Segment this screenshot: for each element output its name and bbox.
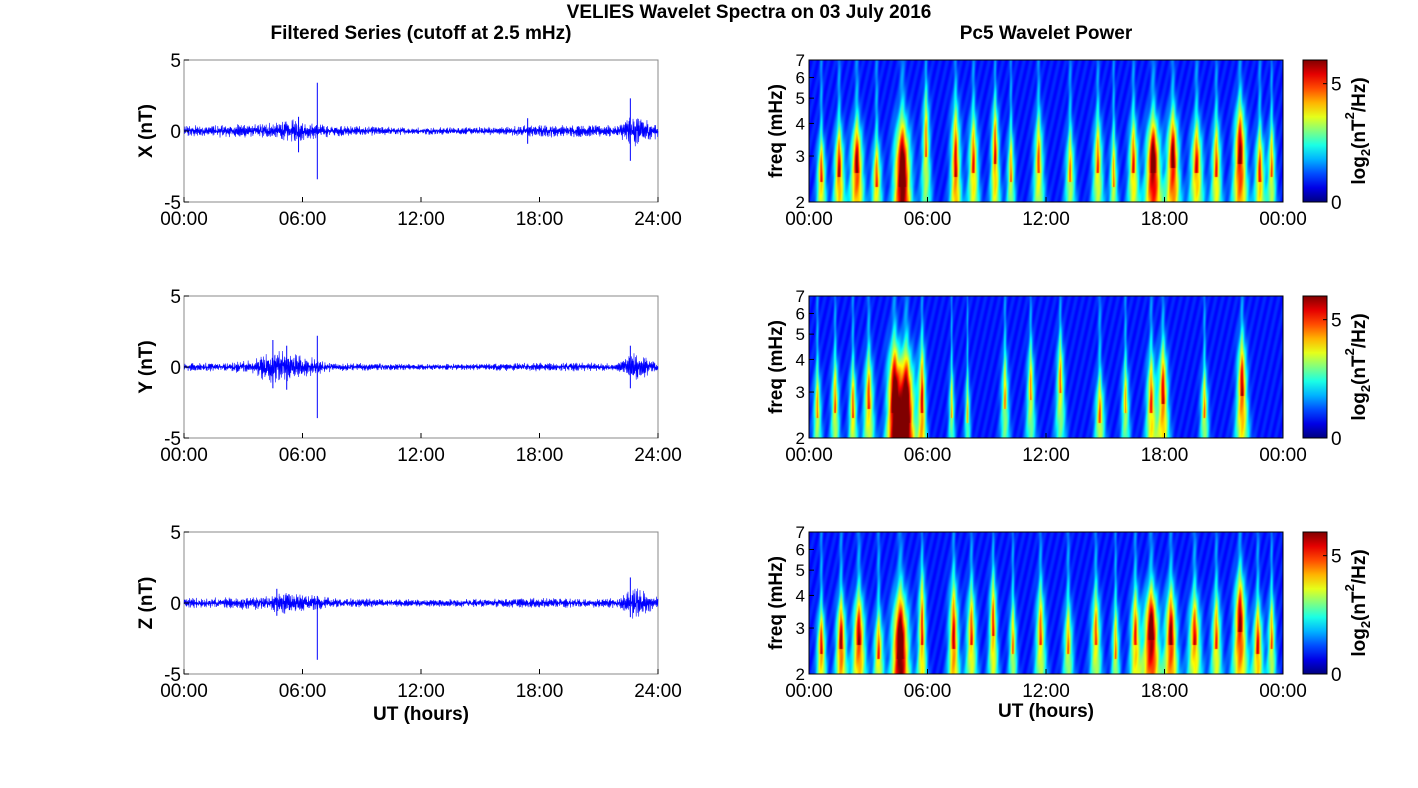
y-series-ytick-label: 5 bbox=[170, 287, 181, 308]
y-wavelet-colorbar bbox=[1302, 295, 1328, 439]
x-wavelet-ytick-label: 3 bbox=[796, 147, 805, 166]
y-series-xtick-label: 18:00 bbox=[516, 445, 564, 466]
y-wavelet-ylabel: freq (mHz) bbox=[766, 320, 787, 414]
z-wavelet-colorbar-tick-label: 5 bbox=[1331, 547, 1342, 568]
z-wavelet-xtick-label: 00:00 bbox=[1259, 681, 1307, 702]
y-wavelet-heatmap bbox=[809, 296, 1283, 438]
x-wavelet-xtick-label: 00:00 bbox=[785, 209, 833, 230]
x-wavelet-ytick-label: 5 bbox=[796, 89, 805, 108]
z-series-xtick-label: 24:00 bbox=[634, 681, 682, 702]
right-column-title: Pc5 Wavelet Power bbox=[960, 23, 1133, 44]
y-wavelet-ytick-label: 5 bbox=[796, 325, 805, 344]
z-series-ylabel: Z (nT) bbox=[136, 577, 157, 630]
x-wavelet-xtick-label: 18:00 bbox=[1141, 209, 1189, 230]
x-series-xtick-label: 06:00 bbox=[279, 209, 327, 230]
y-series-ytick-label: -5 bbox=[164, 429, 181, 450]
y-series-xtick-label: 06:00 bbox=[279, 445, 327, 466]
z-wavelet-ytick-label: 2 bbox=[796, 665, 805, 684]
z-series-xtick-label: 18:00 bbox=[516, 681, 564, 702]
x-wavelet-xtick-label: 00:00 bbox=[1259, 209, 1307, 230]
y-series-xtick-label: 24:00 bbox=[634, 445, 682, 466]
figure-title: VELIES Wavelet Spectra on 03 July 2016 bbox=[567, 2, 932, 23]
x-series-xtick-label: 00:00 bbox=[160, 209, 208, 230]
z-series-xtick-label: 12:00 bbox=[397, 681, 445, 702]
y-wavelet-ytick-label: 7 bbox=[796, 287, 805, 306]
y-wavelet-xtick-label: 06:00 bbox=[904, 445, 952, 466]
x-series-ytick-label: -5 bbox=[164, 193, 181, 214]
x-wavelet-xtick-label: 12:00 bbox=[1022, 209, 1070, 230]
z-series-ytick-label: 0 bbox=[170, 594, 181, 615]
z-wavelet-ytick-label: 6 bbox=[796, 540, 805, 559]
z-series-xtick-label: 06:00 bbox=[279, 681, 327, 702]
y-series-xtick-label: 00:00 bbox=[160, 445, 208, 466]
z-wavelet-xlabel: UT (hours) bbox=[998, 701, 1094, 722]
y-wavelet-colorbar-tick-label: 5 bbox=[1331, 311, 1342, 332]
x-series-ylabel: X (nT) bbox=[136, 104, 157, 158]
z-wavelet-colorbar-tick-label: 0 bbox=[1331, 665, 1342, 686]
z-series-ytick-label: 5 bbox=[170, 523, 181, 544]
x-series-xtick-label: 18:00 bbox=[516, 209, 564, 230]
z-wavelet-ytick-label: 7 bbox=[796, 523, 805, 542]
y-series-line bbox=[183, 351, 659, 384]
x-wavelet-colorbar bbox=[1302, 59, 1328, 203]
y-wavelet-ytick-label: 3 bbox=[796, 383, 805, 402]
x-wavelet-ylabel: freq (mHz) bbox=[766, 84, 787, 178]
x-series-xtick-label: 24:00 bbox=[634, 209, 682, 230]
y-wavelet-colorbar-tick-label: 0 bbox=[1331, 429, 1342, 450]
x-wavelet-ytick-label: 7 bbox=[796, 51, 805, 70]
x-wavelet-colorbar-label: log2(nT2/Hz) bbox=[1342, 77, 1373, 184]
y-wavelet-xtick-label: 00:00 bbox=[1259, 445, 1307, 466]
x-series-xtick-label: 12:00 bbox=[397, 209, 445, 230]
y-wavelet-ytick-label: 6 bbox=[796, 304, 805, 323]
y-wavelet-xtick-label: 00:00 bbox=[785, 445, 833, 466]
x-wavelet-ytick-label: 4 bbox=[796, 114, 805, 133]
y-series-ylabel: Y (nT) bbox=[136, 340, 157, 393]
z-wavelet-ytick-label: 3 bbox=[796, 619, 805, 638]
z-series-xtick-label: 00:00 bbox=[160, 681, 208, 702]
z-wavelet-heatmap bbox=[809, 532, 1283, 674]
z-wavelet-ylabel: freq (mHz) bbox=[766, 556, 787, 650]
y-wavelet-ytick-label: 4 bbox=[796, 350, 805, 369]
y-wavelet-xtick-label: 12:00 bbox=[1022, 445, 1070, 466]
x-series-ytick-label: 0 bbox=[170, 122, 181, 143]
y-series-xtick-label: 12:00 bbox=[397, 445, 445, 466]
z-series-line bbox=[183, 588, 659, 619]
z-wavelet-ytick-label: 4 bbox=[796, 586, 805, 605]
z-series-panel: 00:00 06:00 12:00 18:00 24:00 -5 0 5 Z (nT) UT (h… bbox=[136, 523, 682, 725]
y-wavelet-xtick-label: 18:00 bbox=[1141, 445, 1189, 466]
z-wavelet-colorbar bbox=[1302, 531, 1328, 675]
z-series-xlabel: UT (hours) bbox=[373, 704, 469, 725]
y-wavelet-ytick-label: 2 bbox=[796, 429, 805, 448]
y-series-panel: 00:00 06:00 12:00 18:00 24:00 -5 0 5 Y (nT) bbox=[136, 287, 682, 466]
z-series-ytick-label: -5 bbox=[164, 665, 181, 686]
y-series-ytick-label: 0 bbox=[170, 358, 181, 379]
x-series-panel: 00:00 06:00 12:00 18:00 24:00 -5 0 5 X (nT) bbox=[136, 51, 682, 230]
z-wavelet-xtick-label: 12:00 bbox=[1022, 681, 1070, 702]
x-series-line bbox=[183, 117, 659, 147]
z-wavelet-xtick-label: 00:00 bbox=[785, 681, 833, 702]
z-wavelet-xtick-label: 06:00 bbox=[904, 681, 952, 702]
x-wavelet-ytick-label: 6 bbox=[796, 68, 805, 87]
x-wavelet-heatmap bbox=[809, 60, 1283, 202]
x-wavelet-colorbar-tick-label: 5 bbox=[1331, 75, 1342, 96]
x-wavelet-colorbar-tick-label: 0 bbox=[1331, 193, 1342, 214]
x-wavelet-xtick-label: 06:00 bbox=[904, 209, 952, 230]
y-wavelet-colorbar-label: log2(nT2/Hz) bbox=[1342, 313, 1373, 420]
z-wavelet-colorbar-label: log2(nT2/Hz) bbox=[1342, 549, 1373, 656]
z-wavelet-ytick-label: 5 bbox=[796, 561, 805, 580]
x-series-ytick-label: 5 bbox=[170, 51, 181, 72]
z-wavelet-xtick-label: 18:00 bbox=[1141, 681, 1189, 702]
x-wavelet-ytick-label: 2 bbox=[796, 193, 805, 212]
left-column-title: Filtered Series (cutoff at 2.5 mHz) bbox=[271, 23, 572, 44]
